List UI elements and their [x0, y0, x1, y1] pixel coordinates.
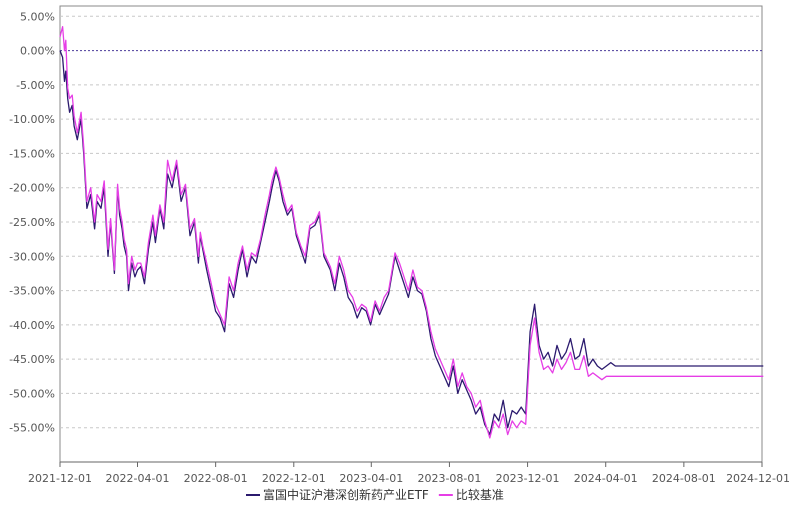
- gridlines: [60, 15, 762, 429]
- y-tick-label: -45.00%: [9, 353, 55, 366]
- x-tick-label: 2023-04-01: [339, 472, 403, 485]
- y-tick-label: -40.00%: [9, 319, 55, 332]
- y-tick-label: -50.00%: [9, 387, 55, 400]
- series-line-benchmark: [59, 25, 764, 439]
- legend-label: 富国中证沪港深创新药产业ETF: [263, 487, 429, 502]
- y-tick-label: -35.00%: [9, 285, 55, 298]
- x-tick-label: 2022-12-01: [262, 472, 326, 485]
- legend: 富国中证沪港深创新药产业ETF 比较基准: [246, 487, 504, 502]
- y-tick-label: 5.00%: [20, 10, 55, 23]
- y-axis-ticks: 5.00% 0.00% -5.00% -10.00% -15.00% -20.00% -25…: [9, 10, 55, 434]
- y-tick-label: -30.00%: [9, 250, 55, 263]
- x-axis-ticks: 2021-12-01 2022-04-01 2022-08-01 2022-12-01…: [28, 461, 790, 485]
- y-tick-label: -25.00%: [9, 216, 55, 229]
- y-tick-label: -55.00%: [9, 422, 55, 435]
- x-tick-label: 2024-08-01: [652, 472, 716, 485]
- x-tick-label: 2023-08-01: [417, 472, 481, 485]
- y-tick-label: -15.00%: [9, 147, 55, 160]
- x-tick-label: 2022-08-01: [184, 472, 248, 485]
- y-tick-label: 0.00%: [20, 45, 55, 58]
- y-tick-label: -10.00%: [9, 113, 55, 126]
- legend-label: 比较基准: [456, 487, 504, 502]
- x-tick-label: 2024-04-01: [574, 472, 638, 485]
- x-tick-label: 2021-12-01: [28, 472, 92, 485]
- series-line-etf: [59, 50, 764, 436]
- x-tick-label: 2024-12-01: [726, 472, 790, 485]
- x-tick-label: 2022-04-01: [106, 472, 170, 485]
- y-tick-label: -5.00%: [16, 79, 55, 92]
- x-tick-label: 2023-12-01: [496, 472, 560, 485]
- y-tick-label: -20.00%: [9, 182, 55, 195]
- series-lines: [59, 25, 764, 439]
